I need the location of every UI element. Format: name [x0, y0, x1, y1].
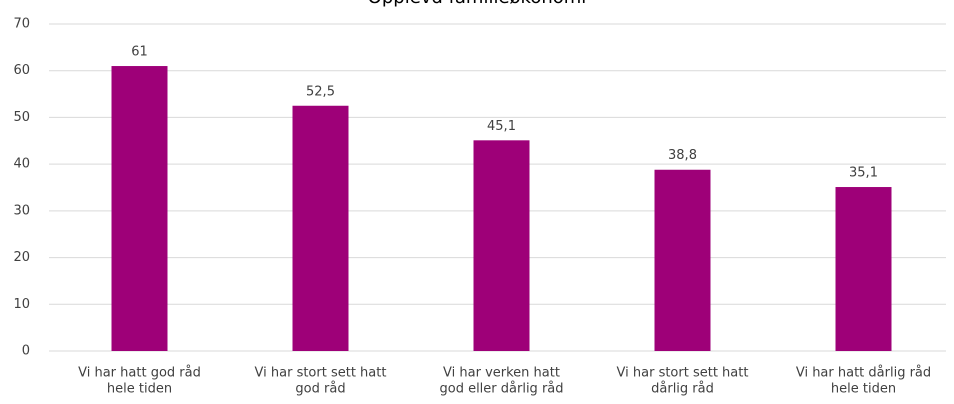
- x-tick-label: Vi har hatt dårlig råd: [796, 366, 931, 381]
- x-tick-label: god eller dårlig råd: [439, 382, 563, 397]
- x-tick-label: god råd: [295, 382, 345, 397]
- bar: [292, 105, 349, 351]
- bar: [111, 66, 168, 352]
- x-tick-label: Vi har stort sett hatt: [617, 366, 749, 381]
- y-tick-label: 10: [13, 297, 30, 312]
- x-tick-label: Vi har stort sett hatt: [255, 366, 387, 381]
- y-tick-label: 20: [13, 250, 30, 265]
- x-tick-label: hele tiden: [831, 382, 896, 397]
- data-label: 61: [131, 45, 148, 60]
- chart-title: Opplevd familieøkonomi: [368, 0, 587, 8]
- data-label: 35,1: [849, 166, 878, 181]
- y-tick-label: 60: [13, 63, 30, 78]
- y-tick-label: 30: [13, 203, 30, 218]
- bar: [473, 140, 530, 351]
- y-tick-label: 0: [22, 344, 30, 359]
- bar: [654, 169, 711, 351]
- y-tick-label: 40: [13, 157, 30, 172]
- data-label: 52,5: [306, 84, 335, 99]
- bar: [835, 187, 892, 351]
- y-tick-label: 50: [13, 110, 30, 125]
- x-tick-label: Vi har hatt god råd: [78, 366, 201, 381]
- data-label: 45,1: [487, 119, 516, 134]
- data-label: 38,8: [668, 148, 697, 163]
- x-tick-label: hele tiden: [107, 382, 172, 397]
- x-tick-label: Vi har verken hatt: [443, 366, 560, 381]
- y-tick-label: 70: [13, 17, 30, 32]
- x-tick-label: dårlig råd: [651, 382, 714, 397]
